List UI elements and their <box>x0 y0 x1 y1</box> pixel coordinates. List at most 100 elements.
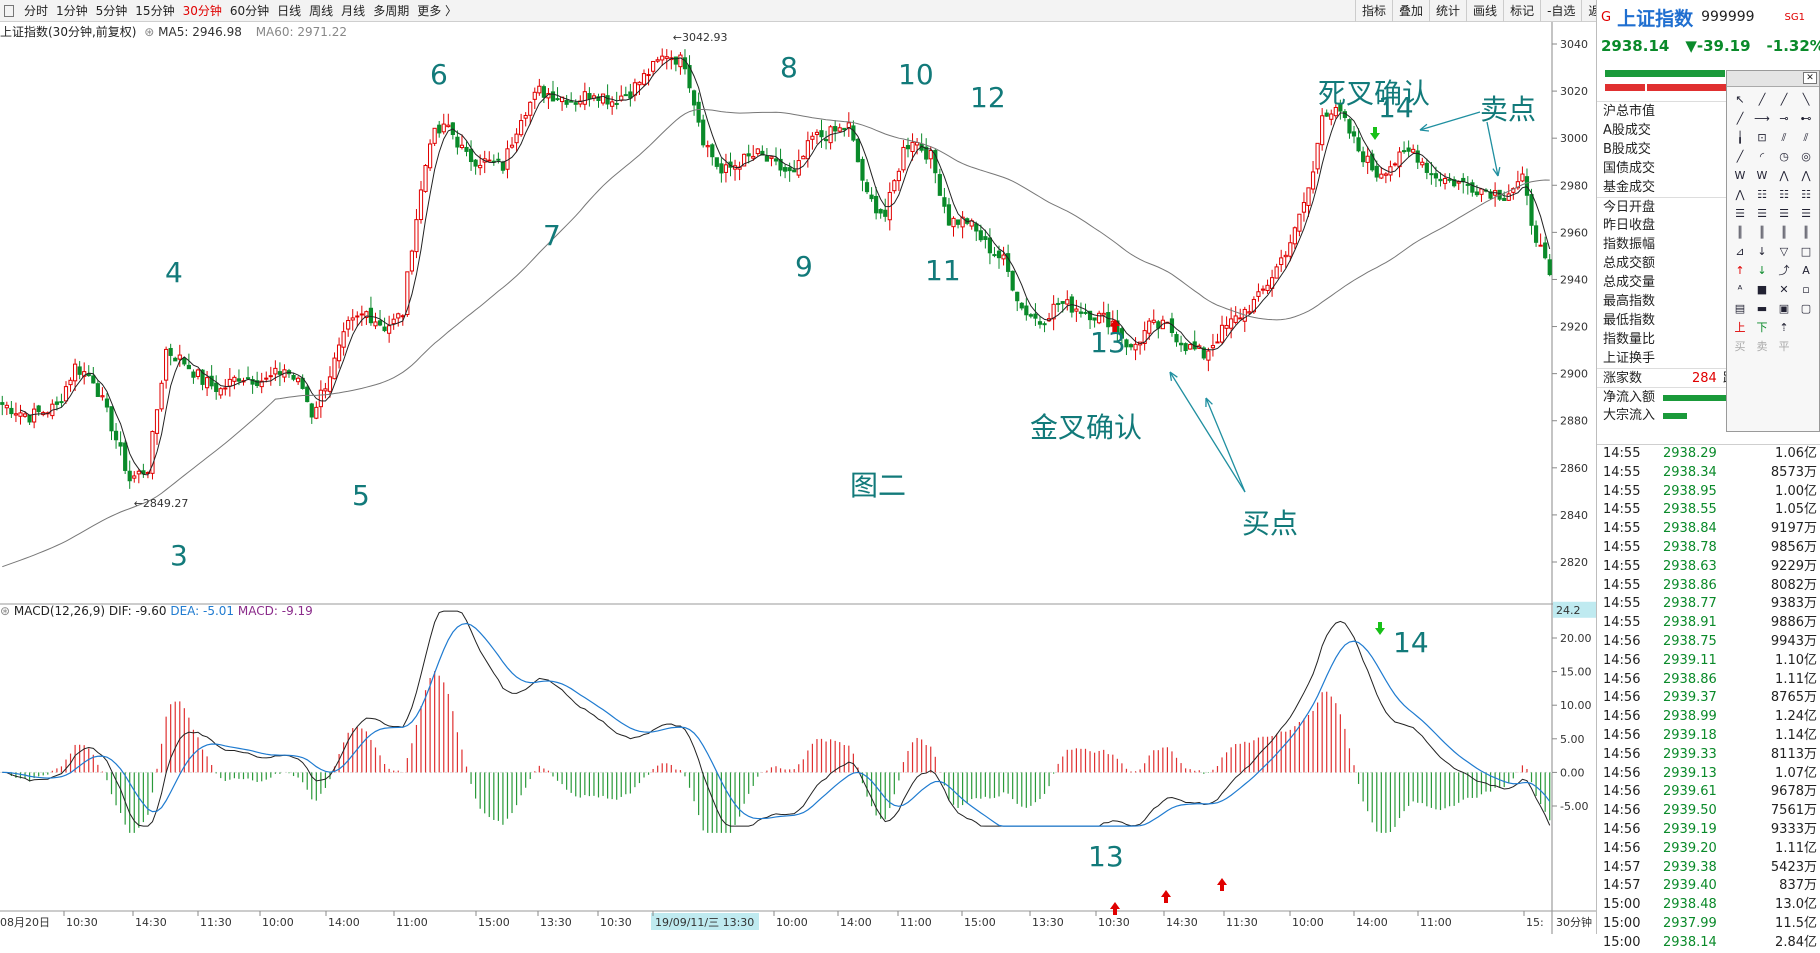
draw-tool-icon[interactable]: ☰ <box>1779 207 1789 220</box>
tool-button[interactable]: 画线 <box>1466 0 1503 22</box>
candle-body <box>391 318 396 325</box>
panel-toggle-icon[interactable] <box>4 5 14 17</box>
tool-button[interactable]: 标记 <box>1503 0 1540 22</box>
draw-tool-icon[interactable]: ◎ <box>1801 150 1811 163</box>
draw-tool-icon[interactable]: W <box>1756 169 1768 182</box>
draw-tool-icon[interactable]: ☷ <box>1801 188 1811 201</box>
candle-body <box>1288 242 1293 257</box>
tick-list[interactable]: 14:55 2938.29 1.06亿 14:55 2938.34 8573万 14:55 2… <box>1597 444 1820 953</box>
draw-tool-icon[interactable]: ╲ <box>1802 93 1810 106</box>
tick-time: 14:56 <box>1603 840 1641 856</box>
period-tab[interactable]: 更多 〉 <box>417 4 458 18</box>
draw-tool-icon[interactable]: ☰ <box>1801 207 1811 220</box>
period-tab[interactable]: 60分钟 <box>229 4 270 18</box>
candle-body <box>1379 173 1384 179</box>
candle-body <box>1097 312 1102 324</box>
candle-body <box>710 144 715 158</box>
draw-tool-icon[interactable]: ▬ <box>1756 302 1768 315</box>
draw-tool-icon[interactable]: ▣ <box>1778 302 1790 315</box>
draw-tool-icon[interactable]: ◷ <box>1779 150 1789 163</box>
tick-price: 2938.55 <box>1663 502 1717 518</box>
candle-body <box>455 136 460 148</box>
draw-tool-icon[interactable]: ╽ <box>1736 131 1744 144</box>
draw-tool-icon[interactable]: ║ <box>1802 226 1810 239</box>
period-tab[interactable]: 30分钟 <box>182 4 222 18</box>
draw-tool-icon[interactable]: 平 <box>1778 340 1790 353</box>
macd-y-tick-label: 0.00 <box>1560 766 1585 779</box>
draw-tool-icon[interactable]: 卖 <box>1756 340 1768 353</box>
draw-tool-icon[interactable]: ╱ <box>1736 112 1744 125</box>
draw-tool-icon[interactable]: ☷ <box>1779 188 1789 201</box>
tool-button[interactable]: 统计 <box>1429 0 1466 22</box>
candle-body <box>719 163 724 174</box>
draw-tool-icon[interactable]: ◜ <box>1759 150 1765 163</box>
draw-tool-icon[interactable]: ᴬ <box>1737 283 1743 296</box>
draw-tool-icon[interactable]: ▫ <box>1802 283 1810 296</box>
draw-tool-icon[interactable]: 买 <box>1734 340 1746 353</box>
draw-tool-icon[interactable]: ↓ <box>1757 245 1767 258</box>
draw-tool-icon[interactable]: ▽ <box>1779 245 1789 258</box>
tick-volume: 9886万 <box>1770 615 1817 631</box>
candle-body <box>154 409 160 434</box>
period-tab[interactable]: 日线 <box>277 4 302 18</box>
period-tab[interactable]: 周线 <box>309 4 334 18</box>
draw-tool-icon[interactable] <box>1795 337 1817 356</box>
draw-tool-icon[interactable]: ⋀ <box>1779 169 1789 182</box>
draw-tool-icon[interactable]: ☰ <box>1757 207 1767 220</box>
draw-tool-icon[interactable]: ↖ <box>1735 93 1745 106</box>
index-name[interactable]: 上证指数 <box>1617 7 1694 30</box>
tool-button[interactable]: -自选 <box>1540 0 1581 22</box>
draw-tool-icon[interactable]: ⋀ <box>1735 188 1745 201</box>
draw-tool-icon[interactable]: ⤴ <box>1778 264 1790 277</box>
draw-tool-icon[interactable]: 上 <box>1734 321 1746 334</box>
draw-tool-icon[interactable]: ╱ <box>1736 150 1744 163</box>
draw-tool-icon[interactable]: ⊡ <box>1757 131 1767 144</box>
draw-tool-icon[interactable] <box>1795 318 1817 337</box>
period-tab[interactable]: 分时 <box>24 4 49 18</box>
draw-tool-icon[interactable]: ▢ <box>1800 302 1812 315</box>
draw-tool-icon[interactable]: ↑ <box>1735 264 1745 277</box>
draw-tool-icon[interactable]: W <box>1734 169 1746 182</box>
candle-body <box>555 98 560 101</box>
period-tab[interactable]: 月线 <box>341 4 366 18</box>
period-tab[interactable]: 多周期 <box>373 4 410 18</box>
draw-tool-icon[interactable]: ↓ <box>1757 264 1767 277</box>
period-tab[interactable]: 15分钟 <box>135 4 175 18</box>
draw-tool-icon[interactable]: ║ <box>1780 226 1788 239</box>
draw-tool-icon[interactable]: A <box>1802 264 1810 277</box>
draw-tool-icon[interactable]: □ <box>1800 245 1812 258</box>
candle-body <box>54 401 59 405</box>
draw-tool-icon[interactable]: ⫽ <box>1781 131 1787 144</box>
draw-tool-icon[interactable]: ✕ <box>1779 283 1789 296</box>
draw-tool-icon[interactable]: ☰ <box>1735 207 1745 220</box>
draw-tool-icon[interactable]: ⇡ <box>1779 321 1789 334</box>
kline-chart[interactable]: 3040 3020 3000 2980 2960 2940 2920 2900 2880 2860… <box>0 22 1596 934</box>
candle-body <box>778 158 783 171</box>
draw-tool-icon[interactable]: ⋀ <box>1801 169 1811 182</box>
settings-icon[interactable]: ⊛ <box>144 25 155 39</box>
draw-tool-icon[interactable]: ⟶ <box>1754 112 1770 125</box>
draw-tool-icon[interactable]: ║ <box>1736 226 1744 239</box>
tick-row: 14:56 2939.19 9333万 <box>1597 821 1820 840</box>
tick-time: 14:55 <box>1603 539 1641 555</box>
draw-tool-icon[interactable]: ╱ <box>1758 93 1766 106</box>
draw-tool-icon[interactable]: ⊷ <box>1800 112 1812 125</box>
tick-price: 2938.84 <box>1663 521 1717 537</box>
tick-price: 2939.37 <box>1663 690 1717 706</box>
draw-tool-icon[interactable]: ⊿ <box>1735 245 1745 258</box>
draw-tool-icon[interactable]: ▤ <box>1734 302 1746 315</box>
draw-tool-icon[interactable]: ⫽ <box>1803 131 1809 144</box>
tool-button[interactable]: 叠加 <box>1392 0 1429 22</box>
draw-tool-icon[interactable]: 下 <box>1756 321 1768 334</box>
draw-tool-icon[interactable]: ⊸ <box>1779 112 1789 125</box>
candle-body <box>1201 347 1206 359</box>
close-icon[interactable]: ✕ <box>1803 72 1817 84</box>
settings-icon[interactable]: ⊛ <box>0 604 11 618</box>
period-tab[interactable]: 1分钟 <box>56 4 88 18</box>
tool-button[interactable]: 指标 <box>1355 0 1392 22</box>
draw-tool-icon[interactable]: ║ <box>1758 226 1766 239</box>
draw-tool-icon[interactable]: ╱ <box>1780 93 1788 106</box>
draw-tool-icon[interactable]: ■ <box>1756 283 1768 296</box>
draw-tool-icon[interactable]: ☷ <box>1757 188 1767 201</box>
period-tab[interactable]: 5分钟 <box>95 4 128 18</box>
